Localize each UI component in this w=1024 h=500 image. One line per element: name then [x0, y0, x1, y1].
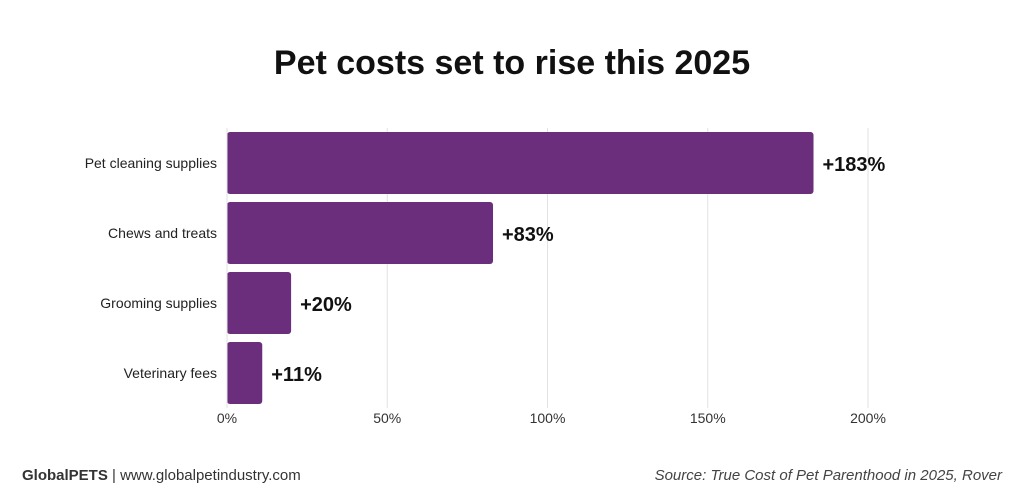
x-tick-label: 50%	[373, 410, 401, 426]
footer-credit: GlobalPETS | www.globalpetindustry.com	[22, 467, 301, 484]
data-label: +83%	[502, 224, 554, 246]
x-tick-label: 150%	[690, 410, 726, 426]
data-label: +11%	[271, 364, 322, 386]
x-tick-label: 100%	[530, 410, 566, 426]
website-url: www.globalpetindustry.com	[120, 467, 301, 484]
bar	[227, 202, 494, 264]
data-label: +20%	[300, 294, 352, 316]
category-label: Grooming supplies	[100, 295, 217, 311]
footer-separator: |	[107, 467, 121, 484]
chart-title: Pet costs set to rise this 2025	[273, 44, 751, 82]
category-label: Veterinary fees	[124, 365, 217, 381]
bar	[227, 272, 292, 334]
bar	[227, 132, 814, 194]
data-label: +183%	[823, 154, 886, 176]
x-tick-label: 0%	[217, 410, 237, 426]
brand-name: GlobalPETS	[22, 467, 108, 484]
bar	[227, 342, 263, 404]
source-note: Source: True Cost of Pet Parenthood in 2…	[654, 467, 1002, 484]
category-label: Pet cleaning supplies	[85, 155, 217, 171]
x-tick-label: 200%	[850, 410, 886, 426]
category-label: Chews and treats	[108, 225, 217, 241]
